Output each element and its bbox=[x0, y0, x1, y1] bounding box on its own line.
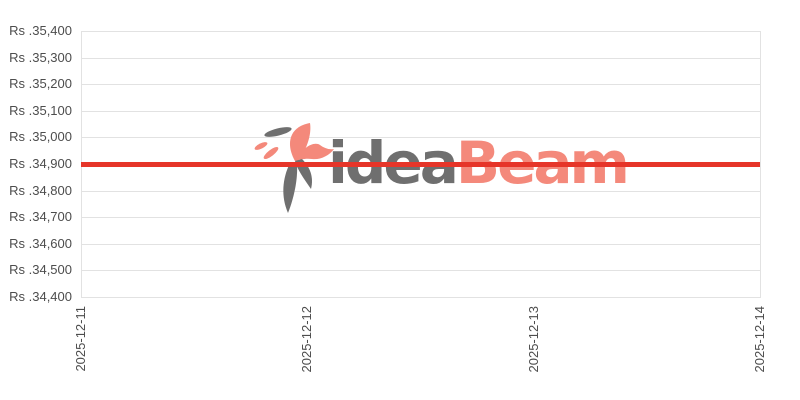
x-axis-label: 2025-12-13 bbox=[526, 306, 541, 373]
y-axis-label: Rs .34,800 bbox=[9, 183, 72, 198]
y-axis-label: Rs .34,600 bbox=[9, 236, 72, 251]
y-axis-label: Rs .34,500 bbox=[9, 262, 72, 277]
gridline bbox=[81, 297, 760, 298]
gridline bbox=[81, 191, 760, 192]
y-axis-label: Rs .34,700 bbox=[9, 209, 72, 224]
y-axis-label: Rs .34,900 bbox=[9, 156, 72, 171]
gridline bbox=[81, 111, 760, 112]
hummingbird-logo-icon bbox=[254, 123, 334, 213]
gridline bbox=[81, 84, 760, 85]
y-axis-label: Rs .34,400 bbox=[9, 289, 72, 304]
x-axis-label: 2025-12-14 bbox=[752, 306, 767, 373]
gridline bbox=[81, 244, 760, 245]
y-axis-label: Rs .35,300 bbox=[9, 50, 72, 65]
gridline bbox=[81, 58, 760, 59]
x-axis-label: 2025-12-11 bbox=[73, 306, 88, 372]
gridline bbox=[81, 137, 760, 138]
price-line[interactable] bbox=[81, 161, 760, 167]
plot-right-border bbox=[760, 31, 761, 298]
gridline bbox=[81, 270, 760, 271]
gridline bbox=[81, 31, 760, 32]
gridline bbox=[81, 217, 760, 218]
y-axis-label: Rs .35,000 bbox=[9, 129, 72, 144]
y-axis-label: Rs .35,400 bbox=[9, 23, 72, 38]
y-axis-label: Rs .35,100 bbox=[9, 103, 72, 118]
y-axis-label: Rs .35,200 bbox=[9, 76, 72, 91]
x-axis-label: 2025-12-12 bbox=[299, 306, 314, 373]
